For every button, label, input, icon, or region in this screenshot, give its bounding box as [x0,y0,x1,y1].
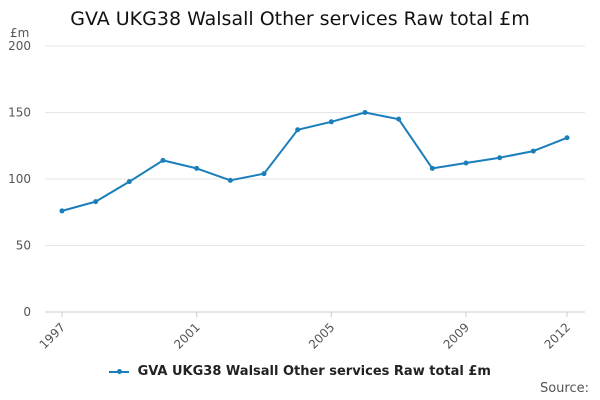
data-point [194,165,200,171]
y-tick-label: 200 [8,39,31,53]
legend-swatch [109,367,130,377]
data-point [497,155,503,161]
source-label: Source: [539,381,589,396]
series-line [61,111,568,212]
data-point [362,110,368,115]
data-point [295,127,301,133]
y-axis-unit-label: £m [10,26,29,40]
data-point [126,179,132,185]
data-point [227,177,233,183]
y-tick-label: 100 [8,172,31,186]
data-point [396,116,402,122]
x-tick-label: 2009 [441,320,472,351]
data-point [463,160,469,166]
data-point [429,165,435,171]
data-point [530,148,536,154]
series-layer [59,110,570,214]
y-tick-label: 0 [23,305,31,319]
x-axis-ticks: 1997 2001 2005 2009 2012 [37,312,573,352]
gridlines [45,45,585,313]
y-axis-ticks: 0 50 100 150 200 [8,39,31,319]
data-point [160,157,166,163]
x-tick-label: 1997 [37,320,68,351]
x-tick-label: 2012 [542,320,573,351]
chart-title: GVA UKG38 Walsall Other services Raw tot… [70,8,530,30]
y-tick-label: 50 [16,239,31,253]
data-point [564,135,570,141]
legend-label: GVA UKG38 Walsall Other services Raw tot… [137,364,491,379]
x-tick-label: 2005 [306,320,337,351]
data-point [93,199,99,205]
data-point [328,119,334,125]
data-point [261,171,267,177]
data-point [59,208,65,214]
y-tick-label: 150 [8,106,31,120]
legend[interactable]: GVA UKG38 Walsall Other services Raw tot… [0,364,600,379]
x-tick-label: 2001 [171,320,202,351]
